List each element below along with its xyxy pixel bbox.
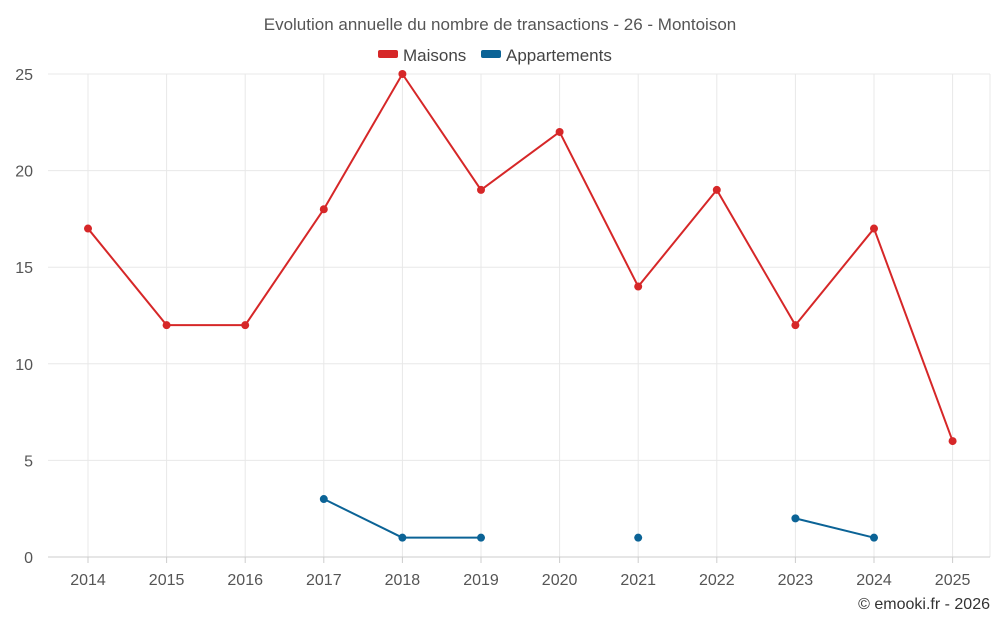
data-point-maisons[interactable]: [477, 185, 485, 194]
data-point-appartements[interactable]: [870, 533, 878, 542]
series-line-maisons: [87, 73, 954, 442]
data-point-appartements[interactable]: [791, 514, 800, 523]
data-point-maisons[interactable]: [162, 321, 171, 330]
data-point-maisons[interactable]: [84, 224, 92, 233]
y-tick-label: 5: [24, 453, 33, 470]
x-tick-label: 2018: [385, 572, 421, 589]
series-lines: [87, 73, 954, 539]
data-point-appartements[interactable]: [319, 495, 328, 504]
data-point-appartements[interactable]: [634, 533, 643, 542]
y-tick-label: 15: [15, 260, 33, 277]
legend-swatch-appartements: [481, 50, 501, 58]
data-point-appartements[interactable]: [477, 533, 485, 542]
data-point-maisons[interactable]: [870, 224, 878, 233]
data-point-maisons[interactable]: [319, 205, 328, 214]
x-tick-label: 2021: [620, 572, 656, 589]
x-tick-label: 2020: [542, 572, 578, 589]
data-point-maisons[interactable]: [555, 127, 564, 136]
x-tick-label: 2014: [70, 572, 106, 589]
y-tick-label: 0: [24, 550, 33, 567]
data-point-maisons[interactable]: [948, 437, 957, 446]
x-axis: 2014 2015 2016 2017 2018 2019 2020 2021 2022 2023…: [70, 557, 970, 589]
series-line-appartements: [795, 517, 875, 539]
x-tick-label: 2015: [149, 572, 185, 589]
x-tick-label: 2025: [935, 572, 971, 589]
grid-vertical: [87, 74, 991, 557]
chart-title: Evolution annuelle du nombre de transact…: [264, 15, 737, 34]
data-point-maisons[interactable]: [634, 282, 643, 291]
x-tick-label: 2019: [463, 572, 499, 589]
x-tick-label: 2024: [856, 572, 892, 589]
data-point-maisons[interactable]: [712, 185, 721, 194]
x-tick-label: 2023: [778, 572, 814, 589]
x-tick-label: 2022: [699, 572, 735, 589]
y-tick-label: 10: [15, 357, 33, 374]
legend: Maisons Appartements: [378, 46, 612, 65]
credit-text: © emooki.fr - 2026: [858, 596, 990, 613]
grid-horizontal: [48, 73, 990, 558]
legend-label-appartements[interactable]: Appartements: [506, 46, 612, 65]
legend-label-maisons[interactable]: Maisons: [403, 46, 466, 65]
y-tick-label: 25: [15, 67, 33, 84]
data-point-maisons[interactable]: [791, 321, 800, 330]
data-point-maisons[interactable]: [398, 70, 407, 78]
y-axis: 0 5 10 15 20 25: [15, 67, 33, 567]
legend-swatch-maisons: [378, 50, 398, 58]
series-points: [84, 70, 957, 542]
x-tick-label: 2016: [227, 572, 263, 589]
data-point-appartements[interactable]: [398, 533, 407, 542]
data-point-maisons[interactable]: [241, 321, 250, 330]
x-tick-label: 2017: [306, 572, 342, 589]
y-tick-label: 20: [15, 164, 33, 181]
